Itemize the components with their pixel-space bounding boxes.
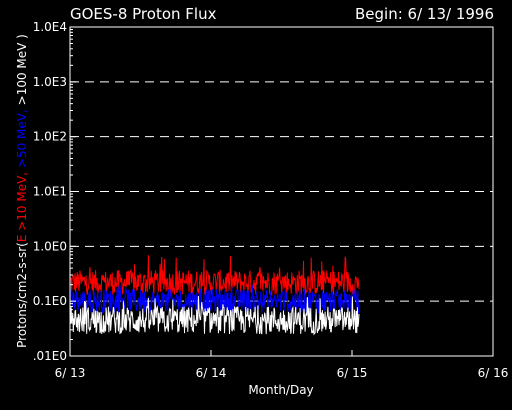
y-axis-label-part: >50 MeV,	[15, 109, 29, 172]
chart-title: GOES-8 Proton Flux	[70, 5, 217, 23]
y-axis-label: Protons/cm2-s-sr(E >10 MeV, >50 MeV, >10…	[15, 34, 29, 348]
y-tick-label: 1.0E3	[33, 75, 67, 89]
y-tick-label: .01E0	[33, 349, 67, 363]
y-axis-label-part: >100 MeV )	[15, 34, 29, 109]
flux-series-line	[69, 255, 360, 297]
y-axis-label-part: E >10 MeV,	[15, 172, 29, 242]
y-tick-label: 1.0E4	[33, 20, 67, 34]
x-axis-ticks: 6/ 13 6/ 14 6/ 15 6/ 16	[55, 350, 509, 380]
x-axis-label: Month/Day	[248, 383, 313, 397]
y-tick-label: 1.0E2	[33, 130, 67, 144]
y-tick-label: 0.1E0	[33, 294, 67, 308]
y-tick-label: 1.0E1	[33, 185, 67, 199]
flux-series-line	[69, 295, 360, 336]
y-axis-ticks: .01E0 0.1E0 1.0E0 1.0E1 1.0E2 1.0E3 1.0E4	[33, 20, 76, 363]
x-tick-label: 6/ 13	[55, 366, 86, 380]
data-series	[69, 255, 360, 336]
x-tick-label: 6/ 15	[337, 366, 368, 380]
y-axis-label-part: Protons/cm2-s-sr(	[15, 242, 29, 348]
x-tick-label: 6/ 16	[478, 366, 509, 380]
y-tick-label: 1.0E0	[33, 239, 67, 253]
x-tick-label: 6/ 14	[196, 366, 227, 380]
chart-subtitle: Begin: 6/ 13/ 1996	[355, 5, 494, 23]
plot-frame	[69, 26, 494, 357]
